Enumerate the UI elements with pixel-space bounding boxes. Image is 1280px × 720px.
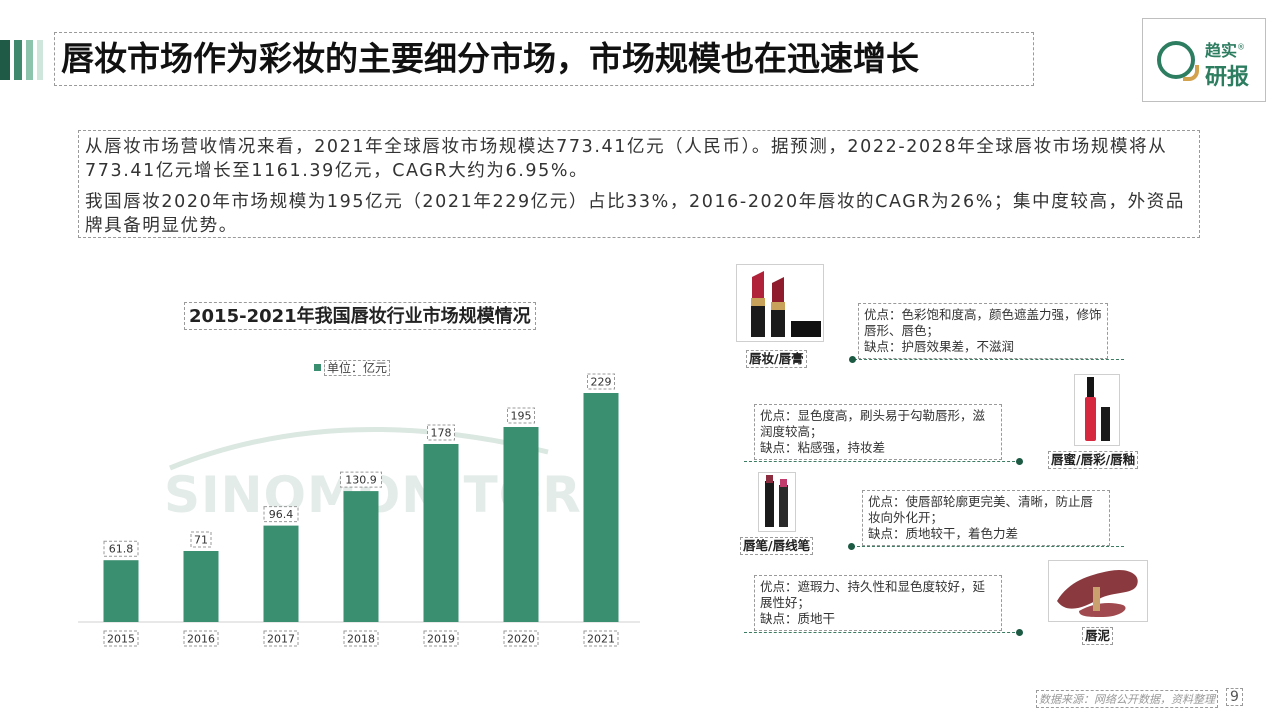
lippencil-image: [758, 472, 796, 532]
data-label-box: [587, 373, 615, 390]
product-pros: 优点：显色度高，刷头易于勾勒唇形，滋润度较高；: [760, 408, 986, 439]
data-label: 229: [591, 376, 612, 389]
connector-dot: [849, 356, 856, 363]
connector-dot: [1016, 458, 1023, 465]
summary-paragraph-1: 从唇妆市场营收情况来看，2021年全球唇妆市场规模达773.41亿元（人民币）。…: [85, 137, 1168, 181]
lipstick-icon: [751, 271, 821, 337]
product-cons: 缺点：护唇效果差，不滋润: [864, 339, 1015, 354]
product-cons: 缺点：质地较干，着色力差: [868, 526, 1019, 541]
lipmud-icon: [1057, 569, 1138, 617]
bar: [343, 491, 379, 622]
bar: [263, 525, 299, 622]
product-desc-lippencil: 优点：使唇部轮廓更完美、清晰，防止唇妆向外化开； 缺点：质地较干，着色力差: [862, 490, 1110, 546]
product-cons: 缺点：粘感强，持妆差: [760, 440, 886, 455]
connector-line: [854, 359, 1124, 360]
data-label: 130.9: [345, 474, 377, 487]
product-name-lippencil: 唇笔/唇线笔: [740, 537, 814, 555]
data-label-box: [427, 424, 455, 441]
data-label: 96.4: [269, 508, 294, 521]
bar: [103, 560, 139, 622]
legend-label: 单位：亿元: [324, 360, 391, 376]
product-desc-lipgloss: 优点：显色度高，刷头易于勾勒唇形，滋润度较高； 缺点：粘感强，持妆差: [754, 404, 1002, 460]
tick-label-box: [423, 630, 459, 647]
product-pros: 优点：遮瑕力、持久性和显色度较好，延展性好；: [760, 579, 986, 610]
product-name-lipgloss: 唇蜜/唇彩/唇釉: [1048, 451, 1139, 469]
x-tick-label: 2017: [267, 633, 295, 646]
lippencil-icon: [765, 475, 788, 527]
data-label: 178: [431, 427, 452, 440]
connector-line: [744, 461, 1020, 462]
page-number: 9: [1226, 688, 1243, 706]
tick-label-box: [343, 630, 379, 647]
x-tick-label: 2021: [587, 633, 615, 646]
data-source-note: 数据来源：网络公开数据，资料整理: [1036, 690, 1218, 708]
data-label-box: [103, 540, 139, 557]
bar: [583, 393, 619, 622]
product-cons: 缺点：质地干: [760, 611, 836, 626]
lipmud-image: [1048, 560, 1148, 622]
bar-chart: SINOMONITOR61.8201571201696.42017130.920…: [78, 373, 640, 647]
logo-tail-icon: [1183, 65, 1199, 81]
tick-label-box: [103, 630, 139, 647]
product-name-lipmud: 唇泥: [1082, 627, 1114, 645]
logo-text-top: 趋实®: [1205, 41, 1246, 60]
x-tick-label: 2019: [427, 633, 455, 646]
x-tick-label: 2016: [187, 633, 215, 646]
x-tick-label: 2020: [507, 633, 535, 646]
watermark-arc: [169, 427, 549, 471]
data-label-box: [340, 471, 382, 488]
connector-line: [744, 632, 1020, 633]
chart-title: 2015-2021年我国唇妆行业市场规模情况: [184, 302, 536, 330]
data-label: 71: [194, 534, 208, 547]
x-tick-label: 2018: [347, 633, 375, 646]
connector-line: [852, 546, 1124, 547]
product-pros: 优点：色彩饱和度高，颜色遮盖力强，修饰唇形、唇色；: [864, 307, 1102, 338]
logo-ring-icon: [1157, 41, 1195, 79]
title-accent-bar: [26, 40, 33, 80]
bar: [183, 551, 219, 622]
summary-paragraph-2: 我国唇妆2020年市场规模为195亿元（2021年229亿元）占比33%，201…: [85, 192, 1185, 236]
data-label: 195: [511, 410, 532, 423]
data-label-box: [190, 531, 212, 548]
title-accent-bar: [0, 40, 10, 80]
product-pros: 优点：使唇部轮廓更完美、清晰，防止唇妆向外化开；: [868, 494, 1094, 525]
tick-label-box: [583, 630, 619, 647]
legend-swatch: [314, 364, 321, 371]
product-desc-lipmud: 优点：遮瑕力、持久性和显色度较好，延展性好； 缺点：质地干: [754, 575, 1002, 631]
bar: [423, 444, 459, 622]
data-label-box: [263, 506, 299, 523]
lipstick-image: [736, 264, 824, 342]
logo-text-bottom: 研报: [1205, 65, 1250, 90]
x-tick-label: 2015: [107, 633, 135, 646]
title-accent-bar: [37, 40, 43, 80]
product-desc-lipstick: 优点：色彩饱和度高，颜色遮盖力强，修饰唇形、唇色； 缺点：护唇效果差，不滋润: [858, 303, 1108, 359]
product-name-lipstick: 唇妆/唇膏: [746, 350, 807, 368]
lipgloss-icon: [1085, 377, 1110, 441]
bar: [503, 427, 539, 622]
data-label-box: [507, 407, 535, 424]
summary-box: 从唇妆市场营收情况来看，2021年全球唇妆市场规模达773.41亿元（人民币）。…: [78, 130, 1200, 238]
tick-label-box: [503, 630, 539, 647]
tick-label-box: [263, 630, 299, 647]
brand-logo: 趋实® 研报: [1142, 18, 1266, 102]
connector-dot: [1016, 629, 1023, 636]
page-title: 唇妆市场作为彩妆的主要细分市场，市场规模也在迅速增长: [54, 32, 1034, 86]
tick-label-box: [183, 630, 219, 647]
chart-legend: 单位：亿元: [314, 360, 391, 376]
data-label: 61.8: [109, 543, 134, 556]
title-accent-bar: [14, 40, 22, 80]
lipgloss-image: [1074, 374, 1120, 446]
connector-dot: [848, 543, 855, 550]
